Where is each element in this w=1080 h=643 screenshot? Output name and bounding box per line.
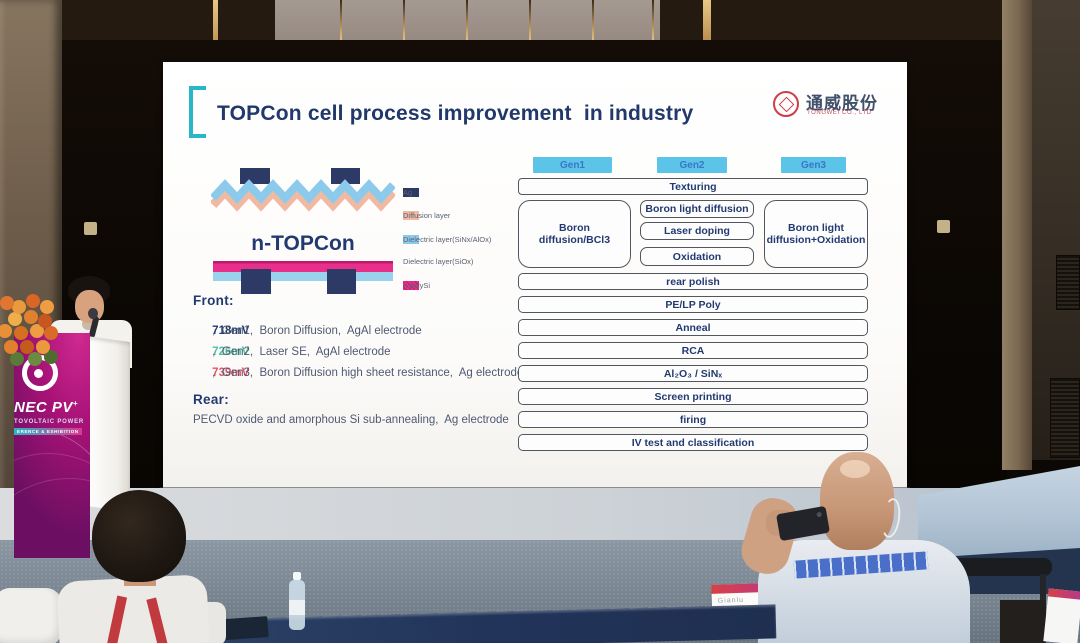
panel-seam	[652, 0, 654, 57]
bottle-cap	[293, 572, 301, 580]
step-rear-polish: rear polish	[518, 273, 868, 290]
step-screen-printing: Screen printing	[518, 388, 868, 405]
legend-swatch-dielectric2	[403, 256, 419, 266]
wall-light	[84, 222, 97, 235]
legend-label: Dielectric layer(SiNx/AlOx)	[403, 234, 492, 244]
front-row-text: , Gen3, Boron Diffusion high sheet resis…	[212, 367, 524, 379]
bottle-label	[289, 600, 305, 615]
tongwei-emblem-diamond	[778, 96, 795, 113]
panel-seam	[592, 0, 594, 57]
wall-light	[937, 220, 950, 233]
gen1-header: Gen1	[533, 157, 612, 173]
gold-light-seam	[213, 0, 218, 67]
step-firing: firing	[518, 411, 868, 428]
banner-brand-text: NEC PV +	[14, 399, 90, 416]
step-texturing: Texturing	[518, 178, 868, 195]
legend-label: Diffusion layer	[403, 210, 451, 220]
step-al2o3-sinx: Al₂O₃ / SiNₓ	[518, 365, 868, 382]
gen3-step-box: Boron light diffusion+Oxidation	[764, 200, 868, 268]
gen2-step-box: Oxidation	[640, 247, 754, 266]
projection-screen: TOPCon cell process improvement in indus…	[163, 62, 907, 488]
panel-seam	[403, 0, 405, 57]
legend-swatch-ag	[403, 187, 419, 197]
banner-line2: TOVOLTAIC POWER	[14, 419, 84, 425]
legend-swatch-npolysi	[403, 280, 419, 290]
gen2-step-box: Laser doping	[640, 222, 754, 240]
wall-grille	[1050, 378, 1080, 458]
microphone-head	[88, 308, 98, 319]
logo-company-name-en: TONGWEI CO., LTD	[807, 110, 872, 116]
phone-lens	[816, 511, 823, 518]
beige-column-right	[1002, 0, 1032, 470]
gen2-step-box: Boron light diffusion	[640, 200, 754, 218]
diagram-legend: Ag Diffusion layer Dielectric layer(SiNx…	[403, 178, 533, 298]
gen3-header: Gen3	[781, 157, 846, 173]
name-card-stripe	[711, 583, 764, 594]
banner-arc-decoration	[14, 478, 90, 558]
slide-title: TOPCon cell process improvement in indus…	[217, 102, 694, 125]
corner-furniture	[1000, 600, 1046, 643]
banner-line3: ERENCE & EXHIBITION	[14, 428, 82, 435]
step-pe-lp-poly: PE/LP Poly	[518, 296, 868, 313]
snec-logo-icon	[22, 355, 58, 391]
banner-brand-sup: +	[72, 399, 79, 408]
legend-label: Ag	[403, 187, 413, 197]
tongwei-emblem-icon	[773, 91, 799, 117]
panel-seam	[340, 0, 342, 57]
logo-company-name: 通威股份	[806, 94, 878, 113]
diagram-label: n-TOPCon	[251, 232, 354, 255]
flower-bouquet	[0, 296, 14, 310]
rear-heading: Rear:	[193, 392, 230, 407]
legend-label: Dielectric layer(SiOx)	[403, 256, 474, 266]
lectern	[87, 336, 130, 513]
gen1-step-box: Boron diffusion/BCl3	[518, 200, 631, 268]
step-iv-test: IV test and classification	[518, 434, 868, 451]
step-rca: RCA	[518, 342, 868, 359]
front-row-text: , Gen2, Laser SE, AgAl electrode	[212, 346, 391, 358]
rear-row: PECVD oxide and amorphous Si sub-anneali…	[193, 414, 509, 426]
snec-logo-dot	[34, 369, 43, 378]
gold-light-seam	[703, 0, 711, 57]
front-row-voltage: 739mV	[212, 367, 250, 379]
white-chair-left	[0, 588, 62, 643]
front-row-gen3: 739mV, Gen3, Boron Diffusion high sheet …	[193, 355, 523, 391]
legend-swatch-dielectric1	[403, 234, 419, 244]
front-row-text: , Gen1, Boron Diffusion, AgAl electrode	[212, 325, 422, 337]
panel-seam	[466, 0, 468, 57]
gen2-header: Gen2	[657, 157, 727, 173]
front-heading: Front:	[193, 293, 234, 308]
front-row-voltage: 726mV	[212, 346, 250, 358]
attendee-left-head	[92, 490, 186, 582]
tongwei-logo: 通威股份 TONGWEI CO., LTD	[773, 88, 893, 124]
title-bracket-icon	[189, 86, 206, 138]
name-card-line1: Gianlu	[717, 596, 745, 605]
front-row-voltage: 718mV	[212, 325, 250, 337]
banner-brand: NEC PV	[14, 399, 73, 416]
wall-grille	[1056, 255, 1080, 310]
attendee-right-head-shine	[840, 460, 870, 478]
cell-cross-section-diagram: n-TOPCon	[211, 168, 395, 294]
water-bottle	[284, 572, 310, 630]
black-chair	[952, 558, 1052, 576]
panel-seam	[529, 0, 531, 57]
step-anneal: Anneal	[518, 319, 868, 336]
front-row-gen2: 726mV, Gen2, Laser SE, AgAl electrode	[193, 334, 390, 370]
banner-arc-decoration	[14, 453, 90, 558]
front-row-gen1: 718mV, Gen1, Boron Diffusion, AgAl elect…	[193, 313, 421, 349]
legend-swatch-diffusion	[403, 210, 419, 220]
corner-name-card	[1043, 588, 1080, 643]
legend-label: n-polySi	[403, 280, 431, 290]
podium-banner: NEC PV + TOVOLTAIC POWER ERENCE & EXHIBIT…	[14, 333, 90, 558]
